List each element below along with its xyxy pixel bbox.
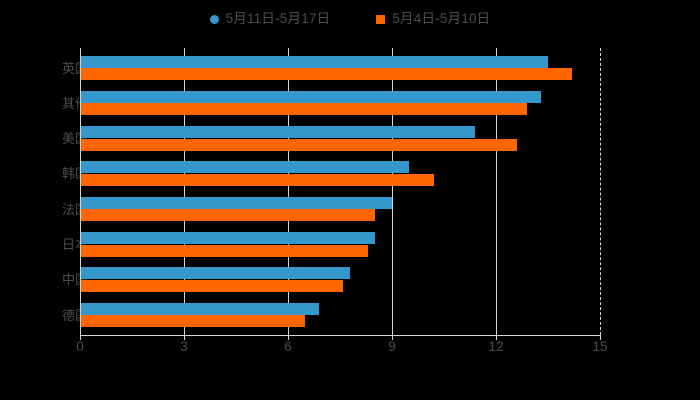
bar-group (80, 55, 600, 81)
bar-series-2[interactable] (80, 68, 573, 80)
legend-label: 5月4日-5月10日 (392, 11, 491, 26)
bar-series-2[interactable] (80, 173, 434, 186)
y-axis-label: 日本 (61, 237, 88, 252)
bar-group (80, 267, 600, 292)
y-axis-label: 英国 (61, 60, 88, 76)
y-axis-label: 韩国 (61, 166, 88, 182)
bar-series-2[interactable] (80, 279, 344, 292)
x-axis-tick-label: 9 (388, 339, 396, 354)
bar-series-1[interactable] (80, 126, 476, 139)
x-axis-line (80, 335, 601, 336)
x-axis-tick-mark (496, 336, 497, 340)
plot-area (80, 48, 601, 335)
bar-series-1[interactable] (80, 196, 392, 209)
y-axis-line (80, 48, 81, 335)
bar-group (80, 126, 600, 151)
legend-label: 5月11日-5月17日 (225, 11, 331, 26)
x-axis-tick-label: 0 (76, 339, 84, 354)
gridline (496, 48, 497, 335)
bar-group (80, 196, 600, 222)
bar-series-1[interactable] (80, 55, 548, 68)
y-axis-label: 法国 (61, 201, 88, 217)
x-axis-tick-mark (392, 336, 393, 340)
y-axis-label: 中国 (61, 272, 88, 288)
x-axis-tick-label: 15 (592, 339, 608, 354)
bar-group (80, 232, 600, 257)
gridline (184, 48, 185, 335)
gridline (600, 48, 601, 335)
x-axis-tick-mark (600, 336, 601, 340)
bar-series-2[interactable] (80, 138, 517, 151)
bar-series-2[interactable] (80, 244, 368, 257)
legend-circle-icon (209, 14, 219, 24)
bar-series-2[interactable] (80, 209, 375, 222)
y-axis-label: 德国 (61, 307, 88, 323)
x-axis-tick-mark (80, 336, 81, 340)
x-axis-tick-label: 3 (180, 339, 188, 354)
bar-series-1[interactable] (80, 90, 542, 103)
bar-series-1[interactable] (80, 267, 351, 280)
x-axis-tick-mark (288, 336, 289, 340)
x-axis-tick-label: 6 (284, 339, 292, 354)
x-axis-tick-label: 12 (488, 339, 504, 354)
bar-group (80, 302, 600, 328)
bar-series-2[interactable] (80, 315, 306, 328)
chart-legend: 5月11日-5月17日 5月4日-5月10日 (0, 6, 700, 32)
x-axis-tick-mark (184, 336, 185, 340)
gridline (288, 48, 289, 335)
y-axis-label: 其他 (61, 95, 88, 111)
legend-square-icon (376, 14, 386, 24)
bar-series-1[interactable] (80, 161, 410, 174)
gridline (392, 48, 393, 335)
bar-series-2[interactable] (80, 103, 528, 116)
legend-entry[interactable]: 5月11日-5月17日 (209, 11, 331, 26)
bar-series-1[interactable] (80, 302, 320, 315)
y-axis-label: 美国 (61, 131, 88, 147)
legend-entry[interactable]: 5月4日-5月10日 (376, 12, 490, 26)
bar-group (80, 90, 600, 116)
bar-series-1[interactable] (80, 232, 375, 244)
bar-group (80, 161, 600, 186)
